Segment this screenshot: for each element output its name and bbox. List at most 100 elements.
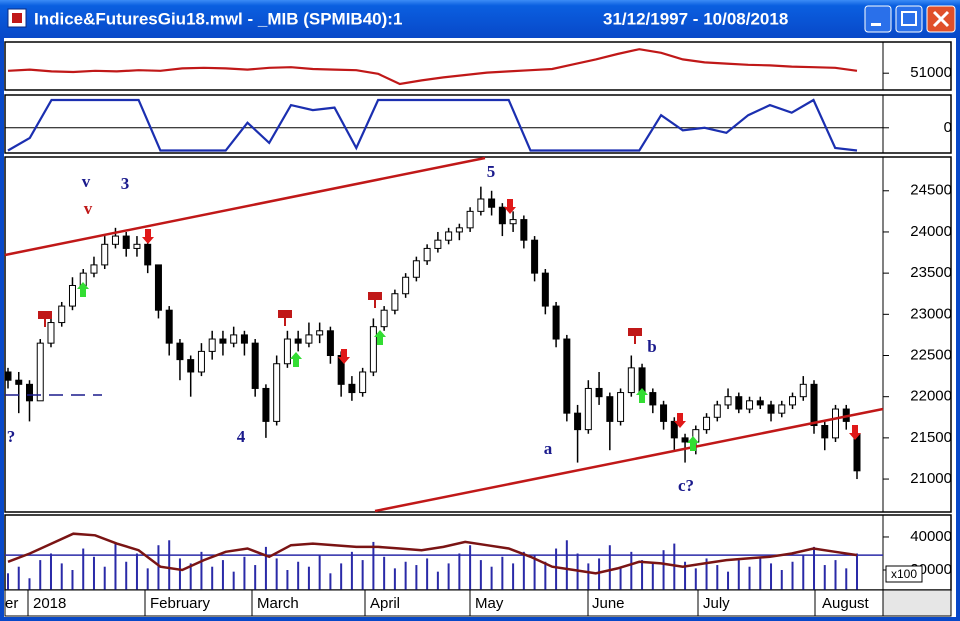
candle-body <box>90 264 98 274</box>
candle-body <box>713 404 721 418</box>
y-tick-label: 0 <box>944 119 952 136</box>
candle-body <box>488 198 496 208</box>
candle-body <box>294 338 302 344</box>
chart-layer: 51000 0 24500 24000 23500 23000 22500 22000 2150… <box>4 41 952 617</box>
volume-bar <box>178 558 181 590</box>
volume-bar <box>17 566 20 590</box>
title-bar <box>0 0 960 38</box>
volume-bar <box>716 565 719 590</box>
volume-bar <box>522 551 525 590</box>
volume-bar <box>598 558 601 590</box>
unit-label: x100 <box>891 567 917 581</box>
candle-body <box>498 206 506 225</box>
date-label: July <box>703 595 730 612</box>
candle-body <box>348 383 356 394</box>
maximize-button[interactable] <box>895 5 923 33</box>
volume-bar <box>404 561 407 590</box>
candle-body <box>391 293 399 311</box>
candle-body <box>670 420 678 439</box>
volume-bar <box>501 556 504 590</box>
close-button[interactable] <box>926 5 956 33</box>
volume-bar <box>264 546 267 590</box>
date-label: 2018 <box>33 595 66 612</box>
volume-bar <box>673 543 676 590</box>
volume-bar <box>211 566 214 590</box>
date-label: May <box>475 595 504 612</box>
candle-body <box>58 305 66 324</box>
candle-body <box>703 416 711 431</box>
volume-bar <box>232 571 235 590</box>
minimize-button[interactable] <box>864 5 892 33</box>
candle-body <box>821 425 829 439</box>
volume-bar <box>759 556 762 590</box>
candle-body <box>316 330 324 336</box>
button-glyph <box>871 23 881 26</box>
candle-body <box>380 309 388 328</box>
volume-bar <box>856 553 858 590</box>
volume-bar <box>243 556 246 590</box>
candle-body <box>219 338 227 344</box>
candle-body <box>756 400 764 406</box>
candle-body <box>111 235 119 245</box>
button-bg[interactable] <box>895 5 923 33</box>
candle-body <box>552 305 560 340</box>
volume-bar <box>544 561 547 590</box>
volume-bar <box>845 568 848 590</box>
candle-body <box>531 239 539 274</box>
candle-body <box>133 243 141 249</box>
candle-body <box>144 243 152 266</box>
volume-bar <box>254 565 257 590</box>
candle-body <box>681 437 689 443</box>
candle-body <box>660 404 668 422</box>
candle-body <box>251 342 259 389</box>
candle-body <box>402 276 410 295</box>
signal-flag <box>368 292 382 300</box>
trend-line <box>4 156 486 257</box>
sell-arrow <box>849 425 861 440</box>
volume-bar <box>286 570 289 590</box>
volume-bar <box>770 563 773 590</box>
volume-bar <box>28 578 31 590</box>
y-tick-label: 51000 <box>910 64 952 81</box>
candle-body <box>617 392 625 422</box>
candle-body <box>230 334 238 344</box>
y-tick-label: 23500 <box>910 264 952 281</box>
client-area <box>4 38 956 617</box>
date-label: August <box>822 595 870 612</box>
volume-bar <box>436 571 439 590</box>
candle-body <box>606 396 614 422</box>
wave-label: ? <box>7 427 16 446</box>
candle-body <box>326 330 334 357</box>
candle-body <box>187 359 195 373</box>
date-axis <box>4 589 884 617</box>
y-tick-label: 21500 <box>910 429 952 446</box>
candle-body <box>369 326 377 373</box>
volume-bar <box>469 545 472 590</box>
buy-arrow <box>290 352 302 367</box>
candle-body <box>176 342 184 361</box>
candle-body <box>434 239 442 249</box>
button-bg[interactable] <box>864 5 892 33</box>
indicator-line <box>7 532 858 575</box>
volume-bar <box>350 551 353 590</box>
volume-bar <box>114 543 117 590</box>
wave-label: 4 <box>237 427 246 446</box>
y-tick-label: 22500 <box>910 346 952 363</box>
volume-bar <box>92 556 95 590</box>
window-icon-inner <box>12 13 22 23</box>
volume-bar <box>834 560 837 590</box>
y-tick-label: 21000 <box>910 470 952 487</box>
candle-body <box>455 227 463 233</box>
volume-bar <box>157 545 160 590</box>
window-title: Indice&FuturesGiu18.mwl - _MIB (SPMIB40)… <box>34 9 402 28</box>
candle-body <box>724 396 732 406</box>
volume-bar <box>813 546 816 590</box>
candle-body <box>359 371 367 394</box>
volume-bar <box>135 553 138 590</box>
volume-bar <box>82 548 85 590</box>
signal-flag <box>278 310 292 318</box>
candle-body <box>746 400 754 410</box>
indicator-line <box>7 98 858 152</box>
y-tick-label: 23000 <box>910 305 952 322</box>
